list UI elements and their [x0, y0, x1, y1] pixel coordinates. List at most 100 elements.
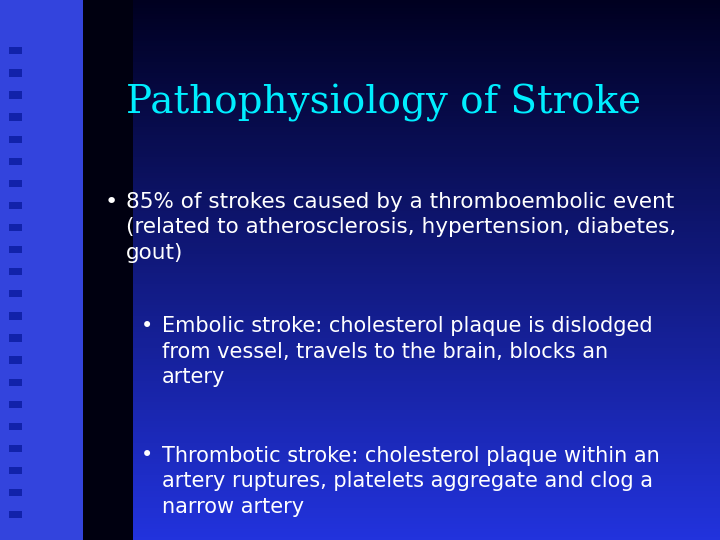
Bar: [83, 470, 720, 472]
Bar: [83, 148, 720, 151]
Bar: [83, 500, 720, 502]
Bar: [83, 213, 720, 216]
Bar: [83, 124, 720, 127]
Bar: [83, 205, 720, 208]
Bar: [83, 402, 720, 405]
Bar: [83, 46, 720, 49]
Bar: [83, 427, 720, 429]
Bar: [83, 189, 720, 192]
Bar: [83, 521, 720, 524]
Bar: [83, 410, 720, 413]
Bar: [83, 0, 720, 3]
Bar: [83, 451, 720, 454]
Bar: [9, 91, 22, 99]
Bar: [83, 437, 720, 440]
Bar: [83, 30, 720, 32]
Bar: [83, 364, 720, 367]
Bar: [83, 38, 720, 40]
Bar: [9, 158, 22, 165]
Bar: [83, 219, 720, 221]
Bar: [83, 68, 720, 70]
Bar: [83, 516, 720, 518]
Bar: [83, 65, 720, 68]
Bar: [83, 181, 720, 184]
Bar: [83, 243, 720, 246]
Bar: [83, 94, 720, 97]
Bar: [83, 216, 720, 219]
Bar: [9, 401, 22, 408]
Bar: [83, 59, 720, 62]
Bar: [83, 43, 720, 46]
Bar: [83, 97, 720, 100]
Bar: [83, 278, 720, 281]
Bar: [83, 297, 720, 300]
Bar: [83, 176, 720, 178]
Bar: [83, 526, 720, 529]
Bar: [83, 375, 720, 378]
Bar: [83, 313, 720, 316]
Bar: [83, 227, 720, 229]
Bar: [83, 421, 720, 424]
Text: •: •: [140, 316, 153, 336]
Bar: [83, 232, 720, 235]
Bar: [9, 136, 22, 143]
Bar: [83, 305, 720, 308]
Bar: [83, 111, 720, 113]
Text: Embolic stroke: cholesterol plaque is dislodged
from vessel, travels to the brai: Embolic stroke: cholesterol plaque is di…: [162, 316, 652, 387]
Bar: [83, 246, 720, 248]
Text: Pathophysiology of Stroke: Pathophysiology of Stroke: [126, 84, 641, 122]
Bar: [83, 211, 720, 213]
Bar: [83, 529, 720, 532]
Bar: [83, 240, 720, 243]
Bar: [9, 113, 22, 121]
Bar: [83, 19, 720, 22]
Bar: [83, 167, 720, 170]
Bar: [83, 132, 720, 135]
Bar: [83, 518, 720, 521]
Bar: [83, 324, 720, 327]
Bar: [83, 265, 720, 267]
Bar: [83, 440, 720, 443]
Bar: [83, 178, 720, 181]
Bar: [83, 105, 720, 108]
Bar: [83, 57, 720, 59]
Bar: [83, 251, 720, 254]
Bar: [83, 54, 720, 57]
Bar: [83, 194, 720, 197]
Bar: [83, 381, 720, 383]
Text: •: •: [140, 446, 153, 465]
Bar: [83, 392, 720, 394]
Bar: [83, 424, 720, 427]
Bar: [83, 22, 720, 24]
Bar: [83, 200, 720, 202]
Bar: [83, 435, 720, 437]
Bar: [83, 281, 720, 284]
Bar: [83, 348, 720, 351]
Bar: [83, 394, 720, 397]
Bar: [9, 489, 22, 496]
Bar: [83, 273, 720, 275]
Text: Thrombotic stroke: cholesterol plaque within an
artery ruptures, platelets aggre: Thrombotic stroke: cholesterol plaque wi…: [162, 446, 660, 517]
Bar: [83, 362, 720, 364]
Bar: [83, 356, 720, 359]
Bar: [83, 429, 720, 432]
Bar: [83, 73, 720, 76]
Bar: [83, 267, 720, 270]
Bar: [9, 224, 22, 231]
Bar: [83, 413, 720, 416]
Bar: [83, 343, 720, 346]
Bar: [83, 270, 720, 273]
Bar: [83, 162, 720, 165]
Bar: [83, 319, 720, 321]
Bar: [83, 146, 720, 148]
Text: •: •: [104, 192, 117, 212]
Bar: [83, 367, 720, 370]
Bar: [83, 49, 720, 51]
Bar: [83, 510, 720, 513]
Bar: [83, 165, 720, 167]
Bar: [83, 157, 720, 159]
Bar: [83, 486, 720, 489]
Bar: [83, 321, 720, 324]
Bar: [83, 62, 720, 65]
Bar: [83, 386, 720, 389]
